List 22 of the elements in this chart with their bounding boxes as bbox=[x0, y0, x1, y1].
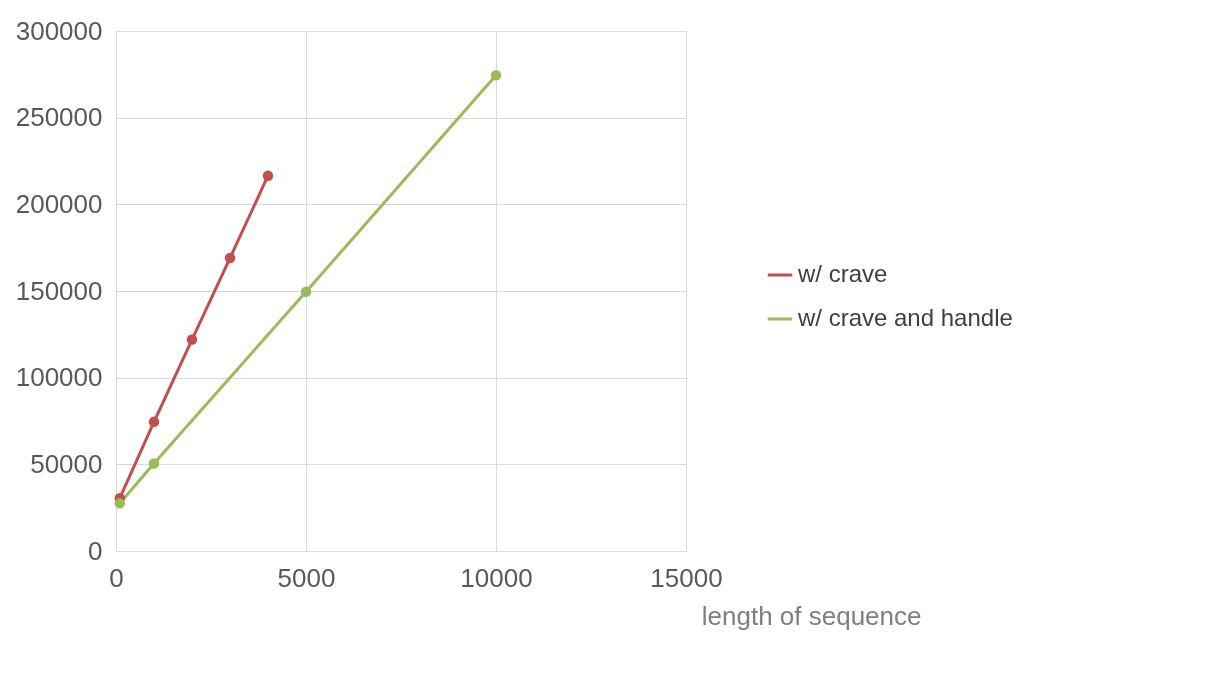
legend-label: w/ crave and handle bbox=[797, 304, 1013, 331]
x-axis-title: length of sequence bbox=[701, 600, 922, 631]
y-tick-label: 200000 bbox=[15, 188, 103, 219]
y-tick-label: 50000 bbox=[30, 448, 103, 479]
point bbox=[148, 458, 160, 469]
point bbox=[262, 170, 274, 181]
y-tick-label: 150000 bbox=[15, 275, 103, 306]
x-tick-label: 15000 bbox=[650, 562, 723, 593]
y-tick-label: 100000 bbox=[15, 362, 103, 393]
point bbox=[300, 286, 312, 298]
point bbox=[224, 252, 236, 264]
x-tick-label: 5000 bbox=[277, 562, 336, 593]
point bbox=[148, 416, 160, 428]
legend-label: w/ crave bbox=[797, 260, 888, 287]
y-tick-label: 300000 bbox=[15, 15, 103, 46]
point bbox=[490, 69, 502, 81]
x-tick-label: 10000 bbox=[460, 562, 533, 593]
x-tick-label: 0 bbox=[109, 562, 124, 593]
y-tick-label: 250000 bbox=[15, 102, 103, 133]
point bbox=[186, 334, 198, 345]
y-tick-label: 0 bbox=[88, 535, 103, 566]
point bbox=[114, 498, 126, 509]
